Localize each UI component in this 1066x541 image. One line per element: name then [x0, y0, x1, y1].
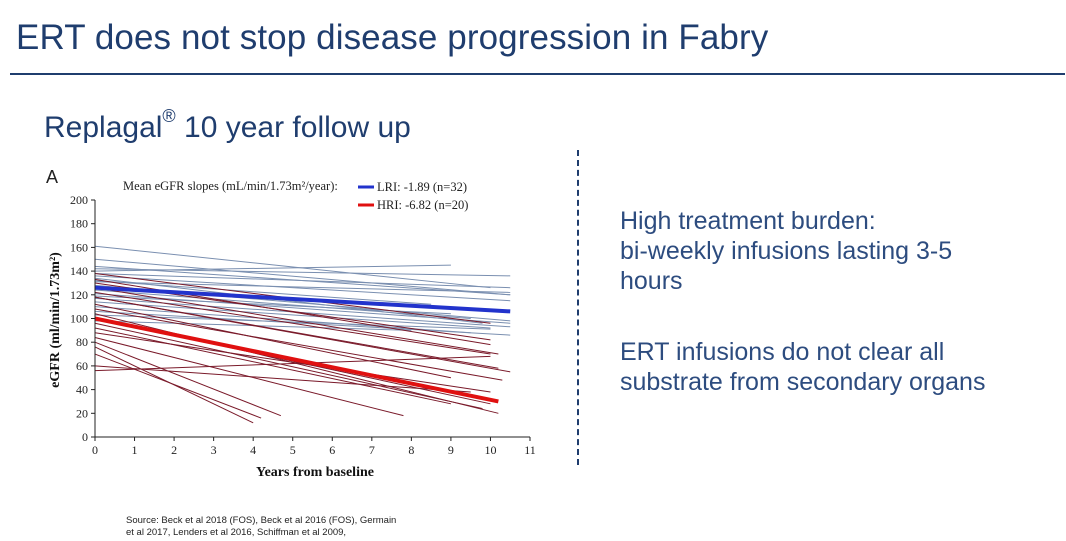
x-tick-label-10: 10 — [484, 443, 496, 457]
hri-patient-line-16 — [94, 353, 262, 419]
y-tick-label-160: 160 — [70, 240, 88, 254]
panel-label: A — [46, 167, 58, 187]
registered-mark: ® — [162, 106, 176, 126]
dashed-divider — [577, 150, 579, 465]
y-tick-label-140: 140 — [70, 264, 88, 278]
hri-patient-line-17 — [94, 365, 471, 393]
source-citation: Source: Beck et al 2018 (FOS), Beck et a… — [126, 515, 486, 539]
title-underline — [10, 73, 1065, 75]
y-tick-label-200: 200 — [70, 193, 88, 207]
x-tick-label-9: 9 — [448, 443, 454, 457]
bullet-1-line-2: bi-weekly infusions lasting 3-5 — [620, 237, 953, 265]
lri-patient-line-10 — [94, 293, 511, 324]
x-tick-label-8: 8 — [408, 443, 414, 457]
lri-patient-line-19 — [94, 281, 511, 293]
y-tick-label-180: 180 — [70, 217, 88, 231]
x-tick-label-11: 11 — [524, 443, 536, 457]
lri-patient-line-18 — [94, 268, 511, 277]
subtitle-rest: 10 year follow up — [175, 111, 411, 144]
axes: 0 20 40 60 80 100 120 140 160 180 200 0 1 2 3 4 5 6 7 8 9 10 1… — [70, 193, 536, 457]
source-line-2: et al 2017, Lenders et al 2016, Schiffma… — [126, 527, 347, 538]
lri-patient-line-4 — [94, 272, 511, 289]
legend-hri-label: HRI: -6.82 (n=20) — [377, 198, 468, 212]
y-tick-label-0: 0 — [82, 430, 88, 444]
lri-patient-line-13 — [94, 301, 491, 329]
y-tick-label-120: 120 — [70, 288, 88, 302]
mean-line-hri — [94, 316, 499, 404]
slide-title: ERT does not stop disease progression in… — [16, 18, 769, 57]
bullet-treatment-burden: High treatment burden: bi-weekly infusio… — [620, 206, 1050, 296]
x-tick-label-3: 3 — [211, 443, 217, 457]
hri-patient-line-4 — [94, 291, 491, 355]
x-tick-label-7: 7 — [369, 443, 375, 457]
hri-patient-line-18 — [94, 355, 491, 372]
lri-patient-line-7 — [94, 280, 432, 305]
egfr-chart: A Mean eGFR slopes (mL/min/1.73m²/year):… — [46, 167, 536, 480]
legend: LRI: -1.89 (n=32) HRI: -6.82 (n=20) — [358, 180, 468, 212]
lri-patient-line-5 — [94, 275, 511, 302]
bullet-1-line-1: High treatment burden: — [620, 207, 876, 235]
hri-patient-line-7 — [94, 308, 503, 381]
mean-line-lri — [94, 285, 511, 314]
y-tick-label-40: 40 — [76, 383, 88, 397]
x-axis-label: Years from baseline — [256, 465, 374, 480]
hri-patient-line-10 — [94, 322, 483, 410]
x-tick-label-1: 1 — [132, 443, 138, 457]
bullet-2-line-1: ERT infusions do not clear all — [620, 338, 945, 366]
lri-patient-line-0 — [94, 245, 491, 289]
y-tick-label-100: 100 — [70, 312, 88, 326]
lri-patient-line-15 — [94, 310, 511, 336]
y-axis-label: eGFR (ml/min/1.73m²) — [48, 252, 63, 388]
lri-patient-line-1 — [94, 258, 511, 296]
y-tick-label-60: 60 — [76, 359, 88, 373]
x-tick-label-6: 6 — [329, 443, 335, 457]
mean-lines — [94, 285, 511, 404]
bullet-2-line-2: substrate from secondary organs — [620, 368, 986, 396]
x-tick-label-0: 0 — [92, 443, 98, 457]
legend-lri-label: LRI: -1.89 (n=32) — [377, 180, 467, 194]
hri-patient-line-6 — [94, 303, 452, 379]
lri-patient-line-3 — [94, 264, 451, 272]
hri-patient-line-11 — [94, 327, 452, 405]
subtitle-brand: Replagal — [44, 111, 163, 144]
hri-patient-line-14 — [94, 341, 282, 417]
source-line-1: Source: Beck et al 2018 (FOS), Beck et a… — [126, 515, 397, 526]
legend-title: Mean eGFR slopes (mL/min/1.73m²/year): — [123, 179, 338, 193]
x-tick-label-5: 5 — [290, 443, 296, 457]
bullet-substrate-clearance: ERT infusions do not clear all substrate… — [620, 337, 1050, 397]
x-tick-label-4: 4 — [250, 443, 256, 457]
bullet-1-line-3: hours — [620, 267, 683, 295]
patient-lines — [94, 245, 511, 424]
lri-patient-line-16 — [94, 314, 491, 330]
x-tick-label-2: 2 — [171, 443, 177, 457]
y-tick-label-20: 20 — [76, 406, 88, 420]
hri-patient-line-19 — [94, 296, 511, 373]
y-tick-label-80: 80 — [76, 335, 88, 349]
lri-patient-line-9 — [94, 289, 471, 319]
hri-patient-line-3 — [94, 287, 499, 355]
hri-patient-line-12 — [94, 332, 491, 393]
chart-subtitle: Replagal® 10 year follow up — [44, 106, 411, 145]
